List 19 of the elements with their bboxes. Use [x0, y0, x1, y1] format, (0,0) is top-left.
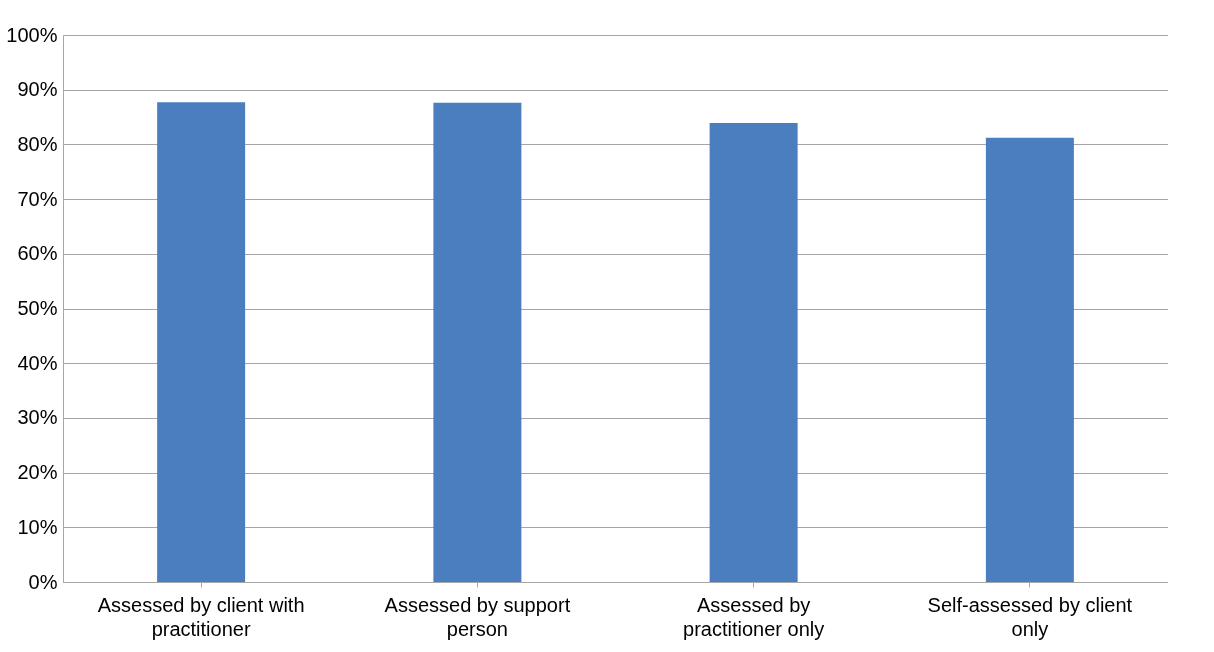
y-tick-label: 30%	[17, 406, 58, 429]
y-tick-label: 40%	[17, 351, 58, 374]
y-tick-label: 90%	[17, 78, 58, 101]
x-tick-label: Assessed by client with practitioner	[97, 593, 305, 640]
y-tick-label: 20%	[17, 461, 58, 484]
x-tick-label: Assessed by practitioner only	[683, 593, 825, 640]
y-tick-label: 70%	[17, 187, 58, 210]
x-tick-label: Assessed by support person	[384, 593, 571, 640]
bar	[157, 102, 246, 582]
y-tick-label: 80%	[17, 132, 58, 155]
y-tick-label: 50%	[17, 297, 58, 319]
y-tick-label: 100%	[6, 23, 58, 46]
x-tick-label: Self-assessed by client only	[927, 593, 1133, 640]
bar	[985, 137, 1074, 582]
y-tick-label: 60%	[17, 242, 58, 265]
y-tick-label: 10%	[17, 515, 58, 538]
y-tick-label: 0%	[28, 570, 58, 593]
bar	[709, 123, 798, 582]
bar	[433, 102, 522, 582]
